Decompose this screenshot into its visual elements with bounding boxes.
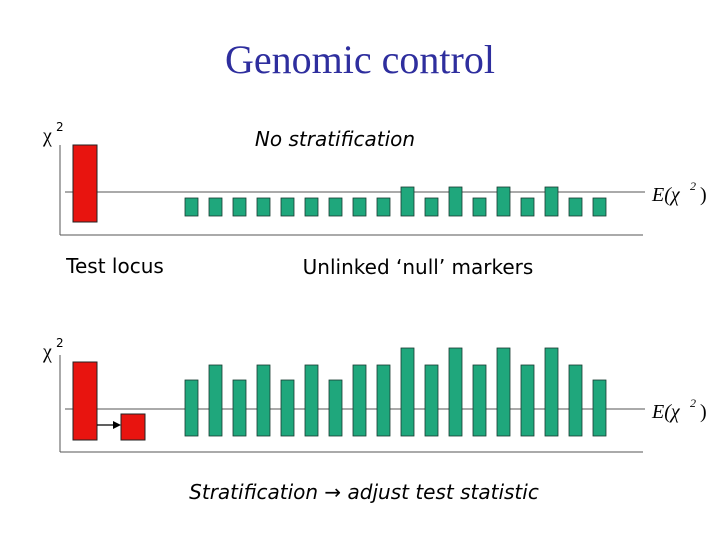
caption: Unlinked ‘null’ markers [303,255,534,279]
expectation-exponent: 2 [690,179,696,193]
axis-symbol: χ [42,125,52,147]
marker-bar [424,364,439,437]
title: Genomic control [225,37,495,82]
marker-bar [568,364,583,437]
marker-bar [544,347,559,437]
marker-bar [256,197,271,217]
arrow-head [113,421,121,429]
marker-bar [472,364,487,437]
marker-bar [184,379,199,437]
marker-bar [448,186,463,217]
expectation: E(χ [651,184,681,206]
marker-bar [592,379,607,437]
axis-exponent: 2 [56,336,64,350]
axis-exponent: 2 [56,120,64,134]
marker-bar [496,347,511,437]
marker-bar [520,364,535,437]
marker-bar [592,197,607,217]
expectation-close: ) [700,401,707,423]
marker-bar [280,197,295,217]
marker-bar [376,364,391,437]
marker-bar [280,379,295,437]
marker-bar [544,186,559,217]
marker-bar [304,364,319,437]
marker-bar [232,379,247,437]
marker-bar [352,197,367,217]
adjusted-bar [120,413,146,441]
marker-bar [376,197,391,217]
marker-bar [328,197,343,217]
test-bar [72,361,98,441]
marker-bar [208,364,223,437]
marker-bar [352,364,367,437]
marker-bar [328,379,343,437]
expectation-close: ) [700,184,707,206]
marker-bar [496,186,511,217]
marker-bar [472,197,487,217]
marker-bar [568,197,583,217]
marker-bar [400,347,415,437]
marker-bar [232,197,247,217]
expectation: E(χ [651,401,681,423]
marker-bar [208,197,223,217]
test-bar [72,144,98,223]
heading: No stratification [255,127,415,151]
caption: Test locus [65,254,164,278]
marker-bar [520,197,535,217]
axis-symbol: χ [42,341,52,363]
marker-bar [400,186,415,217]
marker-bar [256,364,271,437]
marker-bar [184,197,199,217]
marker-bar [448,347,463,437]
marker-bar [424,197,439,217]
expectation-exponent: 2 [690,396,696,410]
marker-bar [304,197,319,217]
caption: Stratification → adjust test statistic [189,480,539,504]
